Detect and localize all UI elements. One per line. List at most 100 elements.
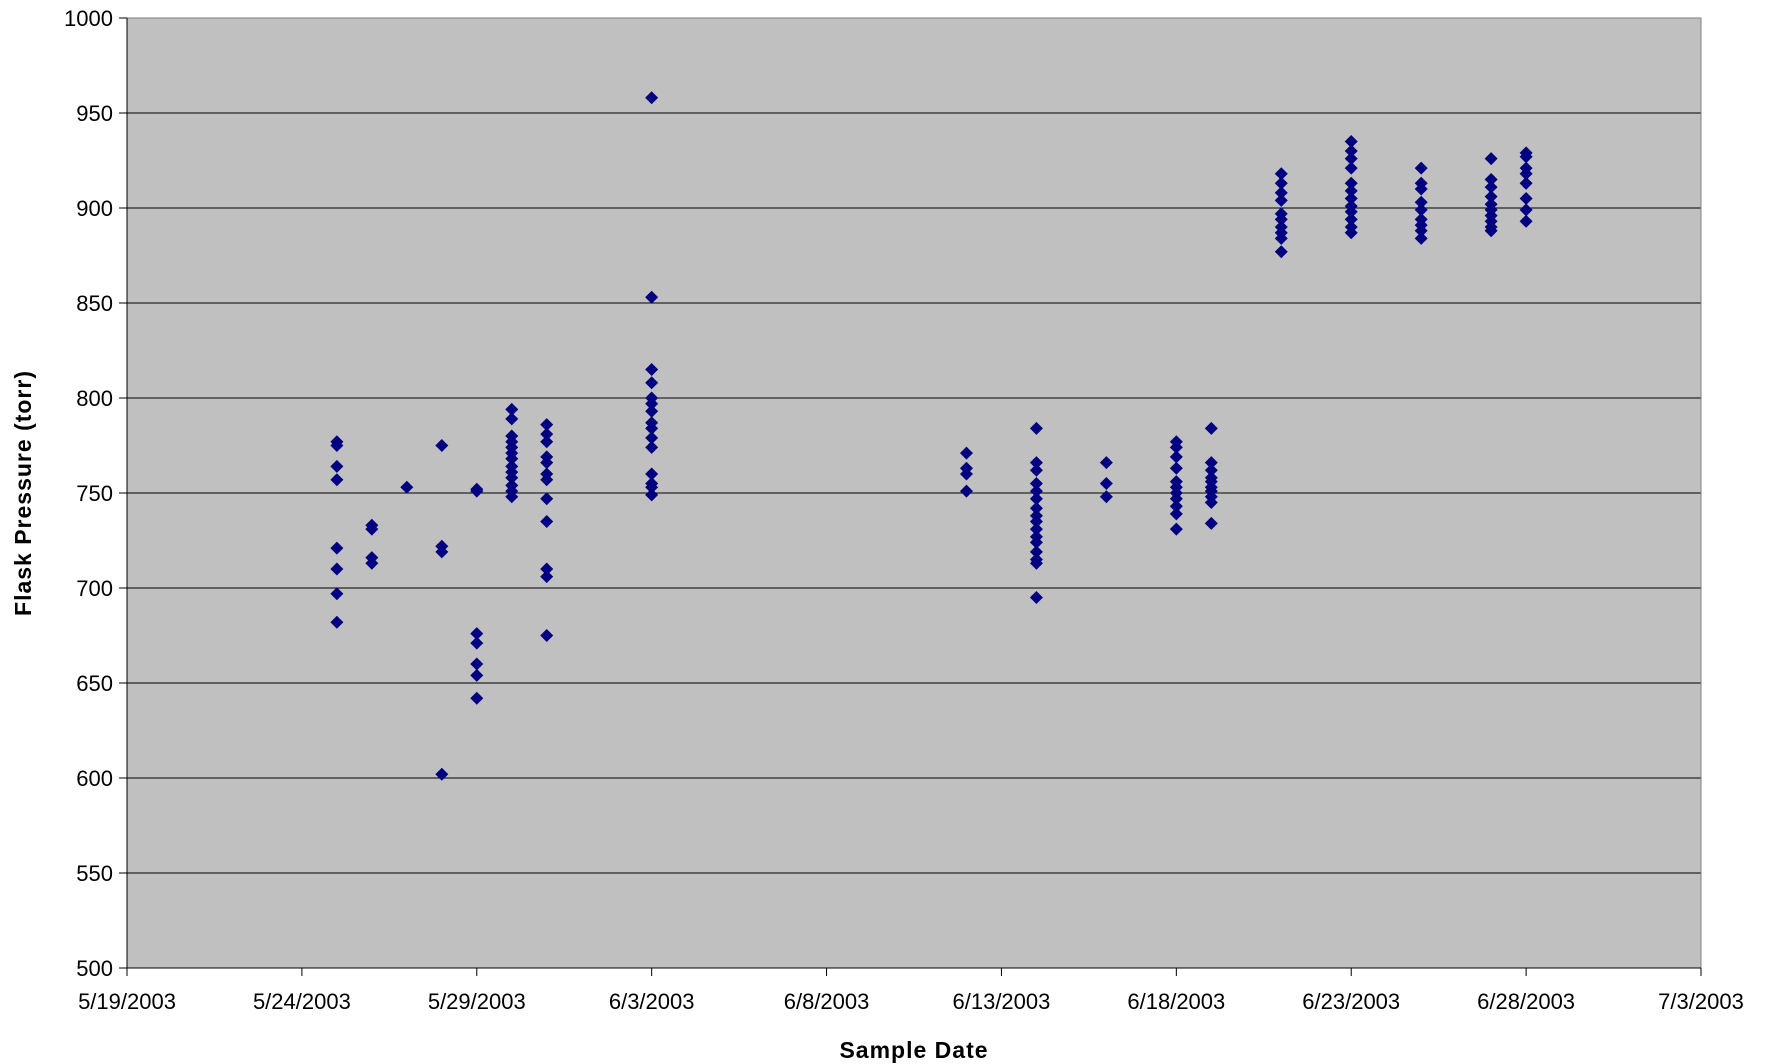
data-point bbox=[505, 402, 519, 416]
data-point bbox=[330, 541, 344, 555]
data-point bbox=[540, 456, 554, 470]
data-point bbox=[1274, 245, 1288, 259]
data-point bbox=[1204, 496, 1218, 509]
data-point bbox=[1274, 231, 1288, 245]
data-point bbox=[1484, 180, 1498, 194]
data-point bbox=[645, 376, 659, 390]
y-tick-label: 900 bbox=[76, 196, 113, 221]
y-tick-label: 600 bbox=[76, 766, 113, 791]
y-tick-label: 750 bbox=[76, 481, 113, 506]
data-point bbox=[1414, 161, 1428, 175]
data-point bbox=[540, 418, 554, 432]
data-point bbox=[365, 556, 379, 570]
data-point bbox=[540, 473, 554, 487]
data-point bbox=[435, 545, 449, 559]
data-point bbox=[1029, 545, 1043, 559]
data-point bbox=[1519, 150, 1533, 164]
data-point bbox=[1344, 144, 1358, 158]
data-point bbox=[1484, 190, 1498, 204]
data-point bbox=[540, 629, 554, 642]
data-point bbox=[1414, 224, 1428, 238]
data-point bbox=[645, 91, 659, 105]
data-point bbox=[1029, 556, 1043, 570]
data-point bbox=[505, 471, 519, 485]
data-point bbox=[1344, 226, 1358, 240]
data-point bbox=[1029, 515, 1043, 528]
data-point bbox=[365, 522, 379, 536]
data-point bbox=[540, 515, 554, 528]
data-point bbox=[1169, 499, 1183, 513]
y-axis-title: Flask Pressure (torr) bbox=[10, 370, 36, 616]
data-point bbox=[959, 484, 973, 498]
data-point bbox=[1029, 522, 1043, 536]
data-point bbox=[400, 480, 414, 494]
y-tick-label: 800 bbox=[76, 386, 113, 411]
x-tick-label: 5/19/2003 bbox=[78, 989, 176, 1014]
data-point bbox=[1414, 203, 1428, 217]
data-point bbox=[645, 404, 659, 418]
data-point bbox=[1029, 463, 1043, 477]
data-point bbox=[1029, 484, 1043, 498]
data-point bbox=[1204, 516, 1218, 530]
data-point bbox=[1344, 135, 1358, 148]
data-point bbox=[1519, 203, 1533, 217]
data-point bbox=[645, 363, 659, 376]
data-point bbox=[645, 467, 659, 481]
data-point bbox=[330, 439, 344, 452]
data-point bbox=[1099, 490, 1113, 504]
data-point bbox=[1204, 456, 1218, 470]
data-point bbox=[540, 492, 554, 506]
data-point bbox=[645, 488, 659, 502]
data-point bbox=[1519, 167, 1533, 181]
data-point bbox=[1344, 152, 1358, 166]
x-tick-label: 5/24/2003 bbox=[253, 989, 351, 1014]
data-point bbox=[959, 467, 973, 481]
data-point bbox=[1344, 205, 1358, 219]
data-point bbox=[1344, 212, 1358, 226]
data-point bbox=[330, 587, 344, 601]
x-tick-label: 6/3/2003 bbox=[609, 989, 695, 1014]
data-point bbox=[1029, 492, 1043, 506]
data-point bbox=[1484, 152, 1498, 166]
data-point bbox=[1274, 167, 1288, 181]
data-point bbox=[1344, 192, 1358, 205]
x-tick-label: 6/8/2003 bbox=[784, 989, 870, 1014]
data-point bbox=[470, 636, 484, 650]
data-points bbox=[330, 91, 1533, 781]
data-point bbox=[645, 431, 659, 445]
data-point bbox=[1204, 421, 1218, 435]
data-point bbox=[1169, 450, 1183, 464]
x-axis-title: Sample Date bbox=[839, 1037, 988, 1063]
data-point bbox=[330, 459, 344, 473]
x-tick-label: 6/23/2003 bbox=[1302, 989, 1400, 1014]
data-point bbox=[435, 767, 449, 781]
data-point bbox=[1029, 421, 1043, 435]
y-tick-label: 550 bbox=[76, 861, 113, 886]
x-axis: 5/19/2003 5/24/2003 5/29/2003 6/3/2003 6/8/2… bbox=[78, 967, 1744, 1014]
data-point bbox=[1169, 440, 1183, 454]
data-point bbox=[1484, 224, 1498, 238]
data-point bbox=[1414, 195, 1428, 209]
data-point bbox=[1344, 161, 1358, 175]
data-point bbox=[470, 627, 484, 641]
data-point bbox=[330, 562, 344, 576]
data-point bbox=[645, 480, 659, 494]
x-tick-label: 6/28/2003 bbox=[1477, 989, 1575, 1014]
data-point bbox=[470, 484, 484, 498]
data-point bbox=[1519, 214, 1533, 228]
data-point bbox=[1274, 212, 1288, 226]
data-point bbox=[540, 562, 554, 576]
data-point bbox=[1029, 501, 1043, 515]
data-point bbox=[1519, 192, 1533, 205]
data-point bbox=[645, 290, 659, 304]
data-point bbox=[645, 440, 659, 454]
data-point bbox=[435, 439, 449, 452]
y-tick-label: 700 bbox=[76, 576, 113, 601]
data-point bbox=[1274, 186, 1288, 200]
data-point bbox=[505, 412, 519, 426]
data-point bbox=[540, 427, 554, 441]
data-point bbox=[540, 435, 554, 449]
x-tick-label: 7/3/2003 bbox=[1658, 989, 1744, 1014]
data-point bbox=[1029, 456, 1043, 470]
x-tick-label: 5/29/2003 bbox=[428, 989, 526, 1014]
